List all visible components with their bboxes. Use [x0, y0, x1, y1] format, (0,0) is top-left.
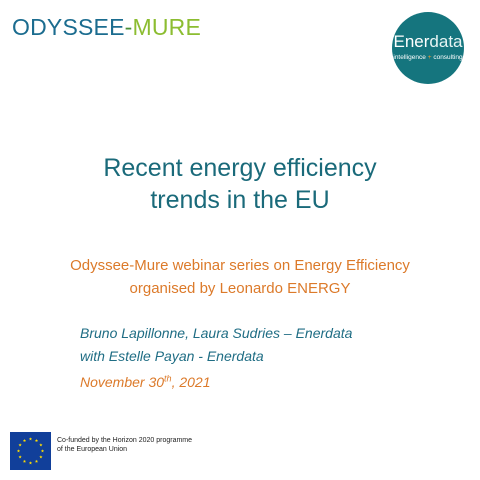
eu-star-icon [39, 455, 43, 459]
slide-title: Recent energy efficiency trends in the E… [40, 152, 440, 216]
funding-line1: Co-funded by the Horizon 2020 programme [57, 437, 193, 444]
date-suffix: , 2021 [171, 374, 211, 390]
eu-star-icon [34, 438, 39, 442]
eu-star-icon [22, 459, 27, 463]
eu-star-icon [18, 443, 22, 447]
logo-name-part1: Ener [393, 32, 430, 51]
funding-line2: of the European Union [57, 446, 128, 453]
eu-star-icon [22, 438, 27, 442]
brand-separator: - [124, 14, 133, 40]
slide-title-line1: Recent energy efficiency [103, 154, 377, 182]
eu-star-icon [28, 461, 33, 465]
date-prefix: November 30 [80, 374, 165, 390]
enerdata-logo-name: Enerdata [392, 32, 464, 52]
logo-tagline-separator: + [427, 54, 432, 61]
slide-subtitle-line1: Odyssee-Mure webinar series on Energy Ef… [70, 257, 410, 274]
authors-line1: Bruno Lapillonne, Laura Sudries – Enerda… [80, 325, 353, 341]
logo-tagline-part1: intelligence [393, 54, 426, 61]
slide-subtitle: Odyssee-Mure webinar series on Energy Ef… [20, 254, 460, 300]
funding-notice: Co-funded by the Horizon 2020 programme … [57, 436, 192, 454]
eu-star-icon [40, 449, 45, 453]
presentation-date: November 30th, 2021 [80, 372, 211, 392]
enerdata-logo-tagline: intelligence + consulting [392, 54, 464, 62]
eu-star-icon [34, 459, 39, 463]
slide-title-line2: trends in the EU [150, 186, 330, 214]
eu-star-icon [18, 455, 22, 459]
enerdata-logo: Enerdata intelligence + consulting [392, 12, 464, 84]
eu-star-icon [16, 449, 21, 453]
odyssee-mure-logo: ODYSSEE-MURE [12, 13, 201, 41]
logo-name-part2: data [429, 32, 463, 51]
logo-tagline-part2: consulting [433, 54, 463, 61]
authors-line2: with Estelle Payan - Enerdata [80, 348, 264, 364]
slide-subtitle-line2: organised by Leonardo ENERGY [129, 280, 351, 297]
eu-star-icon [28, 437, 33, 441]
authors: Bruno Lapillonne, Laura Sudries – Enerda… [80, 322, 352, 368]
date-superscript: th [164, 373, 172, 384]
eu-flag-icon [10, 432, 51, 470]
brand-part-odyssee: ODYSSEE [12, 14, 125, 40]
brand-part-mure: MURE [132, 14, 201, 40]
eu-flag-stars [16, 437, 45, 465]
eu-star-icon [39, 443, 43, 447]
